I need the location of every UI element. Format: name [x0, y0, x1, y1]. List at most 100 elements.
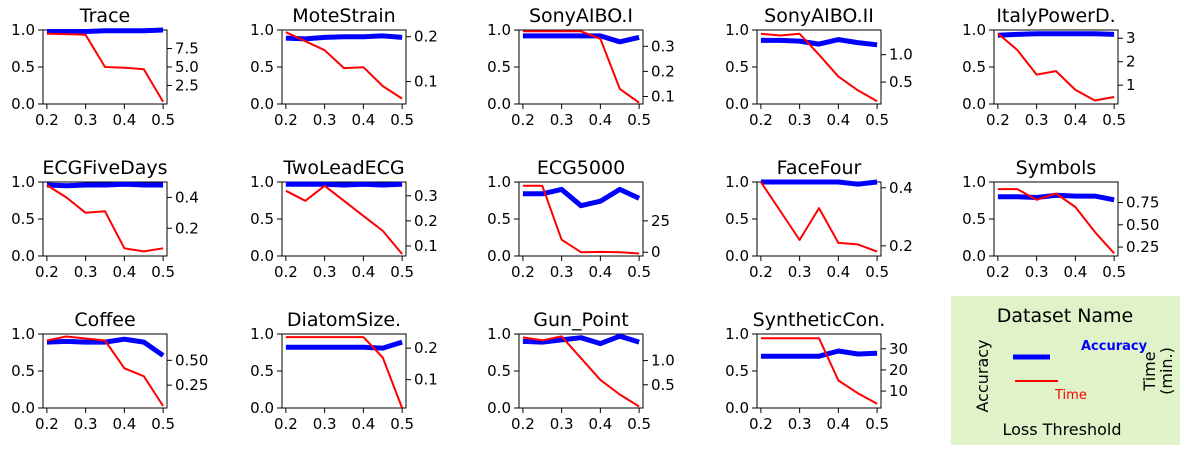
chart-title: SonyAIBO.II [764, 5, 874, 27]
left-y-tick-label: 0.0 [725, 95, 749, 113]
legend-background [951, 296, 1180, 445]
left-y-tick-label: 0.5 [11, 362, 35, 380]
x-tick-label: 0.4 [351, 415, 375, 433]
chart-panel-7: TwoLeadECG 0.2 0.3 0.4 0.5 0.0 0.5 1.0 0.1 0.2 0.3 [250, 157, 438, 281]
legend-panel: Dataset Name Accuracy Time Accuracy Time… [951, 296, 1180, 445]
x-tick-label: 0.3 [74, 263, 98, 281]
chart-panel-6: ECGFiveDays 0.2 0.3 0.4 0.5 0.0 0.5 1.0 0.2 0.4 [11, 157, 199, 281]
chart-panel-10: Symbols 0.2 0.3 0.4 0.5 0.0 0.5 1.0 0.25 0.50 0.75 [962, 157, 1159, 281]
left-y-tick-label: 0.0 [962, 95, 986, 113]
right-y-tick-label: 0.50 [175, 351, 208, 369]
left-y-tick-label: 0.5 [962, 58, 986, 76]
x-tick-label: 0.3 [1025, 263, 1049, 281]
x-tick-label: 0.4 [826, 111, 850, 129]
chart-title: ItalyPowerD. [996, 5, 1115, 27]
right-y-tick-label: 0.5 [651, 376, 675, 394]
left-y-tick-label: 0.5 [11, 210, 35, 228]
plot-frame [42, 181, 168, 257]
left-y-tick-label: 0.5 [487, 210, 511, 228]
chart-title: ECG5000 [537, 157, 625, 179]
chart-panel-1: Trace 0.2 0.3 0.4 0.5 0.0 0.5 1.0 2.55.07.5 [11, 5, 199, 129]
left-y-tick-label: 1.0 [725, 173, 749, 191]
time-series-line [46, 32, 164, 103]
accuracy-series-line [285, 181, 403, 188]
left-y-tick-label: 0.0 [11, 95, 35, 113]
right-y-tick-label: 10 [889, 382, 908, 400]
chart-panel-9: FaceFour 0.2 0.3 0.4 0.5 0.0 0.5 1.0 0.2 0.4 [725, 157, 913, 281]
left-y-tick-label: 0.5 [11, 58, 35, 76]
chart-panel-8: ECG5000 0.2 0.3 0.4 0.5 0.0 0.5 1.0 0 25 [487, 157, 670, 281]
left-y-tick-label: 0.0 [487, 95, 511, 113]
x-tick-label: 0.3 [788, 415, 812, 433]
left-y-tick-label: 0.5 [250, 58, 274, 76]
left-y-tick-label: 1.0 [487, 21, 511, 39]
time-series-line [285, 336, 404, 409]
accuracy-series-line [285, 339, 403, 351]
accuracy-series-line [46, 27, 164, 34]
left-y-tick-label: 1.0 [962, 21, 986, 39]
right-y-tick-label: 5.0 [175, 58, 199, 76]
right-y-tick-label: 0.4 [175, 188, 199, 206]
left-y-tick-label: 1.0 [962, 173, 986, 191]
right-y-tick-label: 0.25 [175, 376, 208, 394]
time-series-line [46, 335, 164, 407]
left-y-tick-label: 0.5 [725, 362, 749, 380]
left-y-tick-label: 1.0 [11, 325, 35, 343]
x-tick-label: 0.3 [550, 263, 574, 281]
x-tick-label: 0.2 [274, 111, 298, 129]
chart-panel-2: MoteStrain 0.2 0.3 0.4 0.5 0.0 0.5 1.0 0.1 0.2 [250, 5, 438, 129]
x-tick-label: 0.2 [511, 415, 535, 433]
left-y-tick-label: 0.0 [725, 247, 749, 265]
accuracy-series-line [285, 33, 403, 42]
right-y-tick-label: 0.2 [414, 212, 438, 230]
chart-title: Symbols [1016, 157, 1097, 179]
x-tick-label: 0.5 [1102, 111, 1126, 129]
left-y-tick-label: 1.0 [250, 173, 274, 191]
x-tick-label: 0.2 [986, 263, 1010, 281]
x-tick-label: 0.3 [788, 263, 812, 281]
left-y-tick-label: 0.0 [11, 399, 35, 417]
x-tick-label: 0.5 [627, 111, 651, 129]
x-tick-label: 0.3 [313, 415, 337, 433]
x-tick-label: 0.2 [749, 415, 773, 433]
right-y-tick-label: 0.1 [414, 73, 438, 91]
x-tick-label: 0.3 [550, 415, 574, 433]
left-y-tick-label: 0.0 [725, 399, 749, 417]
right-y-tick-label: 3 [1126, 29, 1136, 47]
right-y-tick-label: 20 [889, 361, 908, 379]
time-series-line [46, 184, 164, 253]
right-y-tick-label: 2.5 [175, 77, 199, 95]
right-y-tick-label: 0.2 [175, 219, 199, 237]
x-tick-label: 0.2 [274, 263, 298, 281]
legend-title: Dataset Name [997, 305, 1134, 327]
x-tick-label: 0.3 [74, 415, 98, 433]
legend-bottom-label: Loss Threshold [1002, 420, 1121, 439]
left-y-tick-label: 1.0 [250, 325, 274, 343]
chart-panel-13: Gun_Point 0.2 0.3 0.4 0.5 0.0 0.5 1.0 0.5 1.0 [487, 309, 675, 433]
left-y-tick-label: 0.0 [487, 399, 511, 417]
right-y-tick-label: 0.1 [414, 237, 438, 255]
left-y-tick-label: 0.5 [725, 210, 749, 228]
x-tick-label: 0.2 [511, 111, 535, 129]
chart-title: TwoLeadECG [282, 157, 404, 179]
chart-panel-14: SyntheticCon. 0.2 0.3 0.4 0.5 0.0 0.5 1.0 10 20 30 [725, 309, 908, 433]
time-series-line [285, 31, 403, 100]
left-y-tick-label: 0.0 [962, 247, 986, 265]
left-y-tick-label: 1.0 [11, 173, 35, 191]
chart-panel-4: SonyAIBO.II 0.2 0.3 0.4 0.5 0.0 0.5 1.0 0.5 1.0 [725, 5, 913, 129]
chart-title: DiatomSize. [287, 309, 401, 331]
chart-title: SonyAIBO.I [529, 5, 633, 27]
left-y-tick-label: 0.0 [11, 247, 35, 265]
time-series-line [997, 32, 1115, 102]
x-tick-label: 0.4 [588, 263, 612, 281]
accuracy-series-line [522, 33, 640, 45]
x-tick-label: 0.3 [313, 111, 337, 129]
accuracy-series-line [760, 37, 878, 48]
time-series-line [760, 337, 878, 405]
right-y-tick-label: 0.1 [414, 371, 438, 389]
x-tick-label: 0.2 [274, 415, 298, 433]
left-y-tick-label: 1.0 [725, 325, 749, 343]
left-y-tick-label: 0.5 [487, 58, 511, 76]
right-y-tick-label: 0 [651, 243, 661, 261]
right-y-tick-label: 2 [1126, 53, 1136, 71]
